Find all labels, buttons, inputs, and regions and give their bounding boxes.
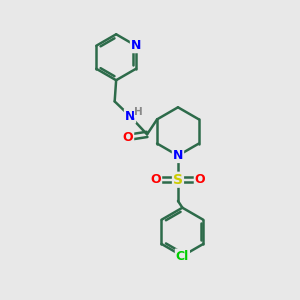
Text: S: S (173, 173, 183, 187)
Text: N: N (125, 110, 135, 123)
Text: N: N (131, 39, 141, 52)
Text: Cl: Cl (176, 250, 189, 262)
Text: H: H (134, 107, 143, 117)
Text: O: O (195, 173, 206, 186)
Text: O: O (123, 131, 133, 144)
Text: N: N (173, 149, 183, 162)
Text: O: O (151, 173, 161, 186)
